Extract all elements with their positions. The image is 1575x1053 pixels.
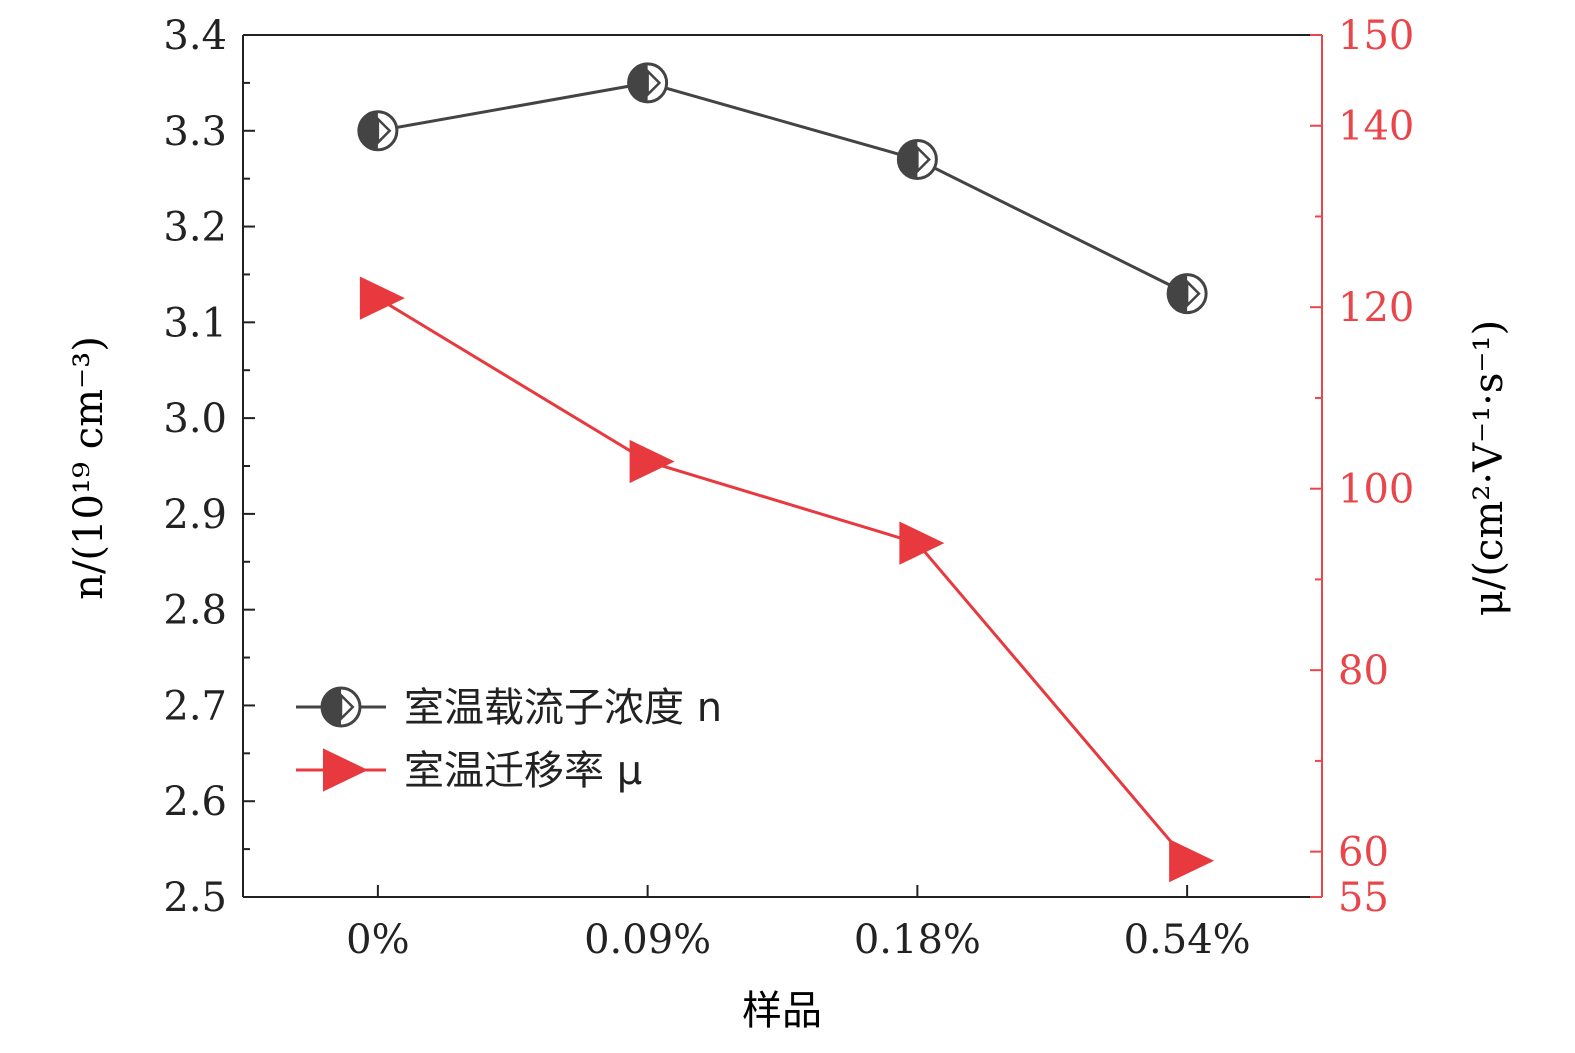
legend-marker-1 — [320, 686, 362, 728]
y-right-tick-label: 60 — [1338, 830, 1389, 876]
y-right-tick-label: 55 — [1338, 875, 1389, 921]
x-tick-label: 0.54% — [1124, 917, 1251, 963]
legend-label-2: 室温迁移率 μ — [404, 748, 642, 794]
y-right-tick-label: 140 — [1338, 104, 1414, 150]
series-line-2 — [377, 296, 1189, 862]
y-left-tick-label: 3.0 — [163, 396, 227, 442]
y-left-tick-label: 2.7 — [163, 683, 227, 729]
left-axis: 2.5 2.6 2.7 2.8 2.9 3.0 3.1 3.2 3.3 3.4 — [163, 13, 255, 921]
series-1-point — [627, 62, 669, 104]
series-1-point — [357, 110, 399, 152]
series-1-point — [896, 139, 938, 181]
y-right-axis-title: μ/(cm²·V⁻¹·s⁻¹) — [1466, 320, 1512, 616]
series-layer — [357, 62, 1215, 883]
y-left-tick-label: 3.1 — [163, 300, 227, 346]
x-axis-title: 样品 — [742, 988, 822, 1034]
legend-label-1: 室温载流子浓度 n — [404, 685, 722, 731]
y-left-axis-title: n/(10¹⁹ cm⁻³) — [66, 336, 112, 600]
series-line-1 — [377, 81, 1188, 295]
y-left-tick-label: 2.8 — [163, 588, 227, 634]
x-tick-label: 0.09% — [584, 917, 711, 963]
y-left-tick-label: 2.5 — [163, 875, 227, 921]
x-axis: 0% 0.09% 0.18% 0.54% — [346, 885, 1251, 963]
y-right-tick-label: 120 — [1338, 285, 1414, 331]
y-right-tick-label: 150 — [1338, 13, 1414, 59]
legend: 室温载流子浓度 n 室温迁移率 μ — [296, 685, 722, 794]
series-2-point — [359, 276, 405, 320]
legend-marker-2 — [323, 748, 368, 792]
x-tick-label: 0% — [346, 917, 409, 963]
y-left-tick-label: 2.6 — [163, 779, 227, 825]
x-tick-label: 0.18% — [854, 917, 981, 963]
series-2-point — [899, 521, 945, 565]
y-left-tick-label: 2.9 — [163, 492, 227, 538]
y-right-tick-label: 100 — [1338, 467, 1414, 513]
y-left-tick-label: 3.3 — [163, 109, 227, 155]
y-left-tick-label: 3.2 — [163, 205, 227, 251]
series-2-point — [629, 439, 675, 484]
y-left-tick-label: 3.4 — [163, 13, 227, 59]
series-1-point — [1166, 273, 1208, 315]
y-right-tick-label: 80 — [1338, 648, 1389, 694]
series-2-point — [1169, 839, 1215, 883]
